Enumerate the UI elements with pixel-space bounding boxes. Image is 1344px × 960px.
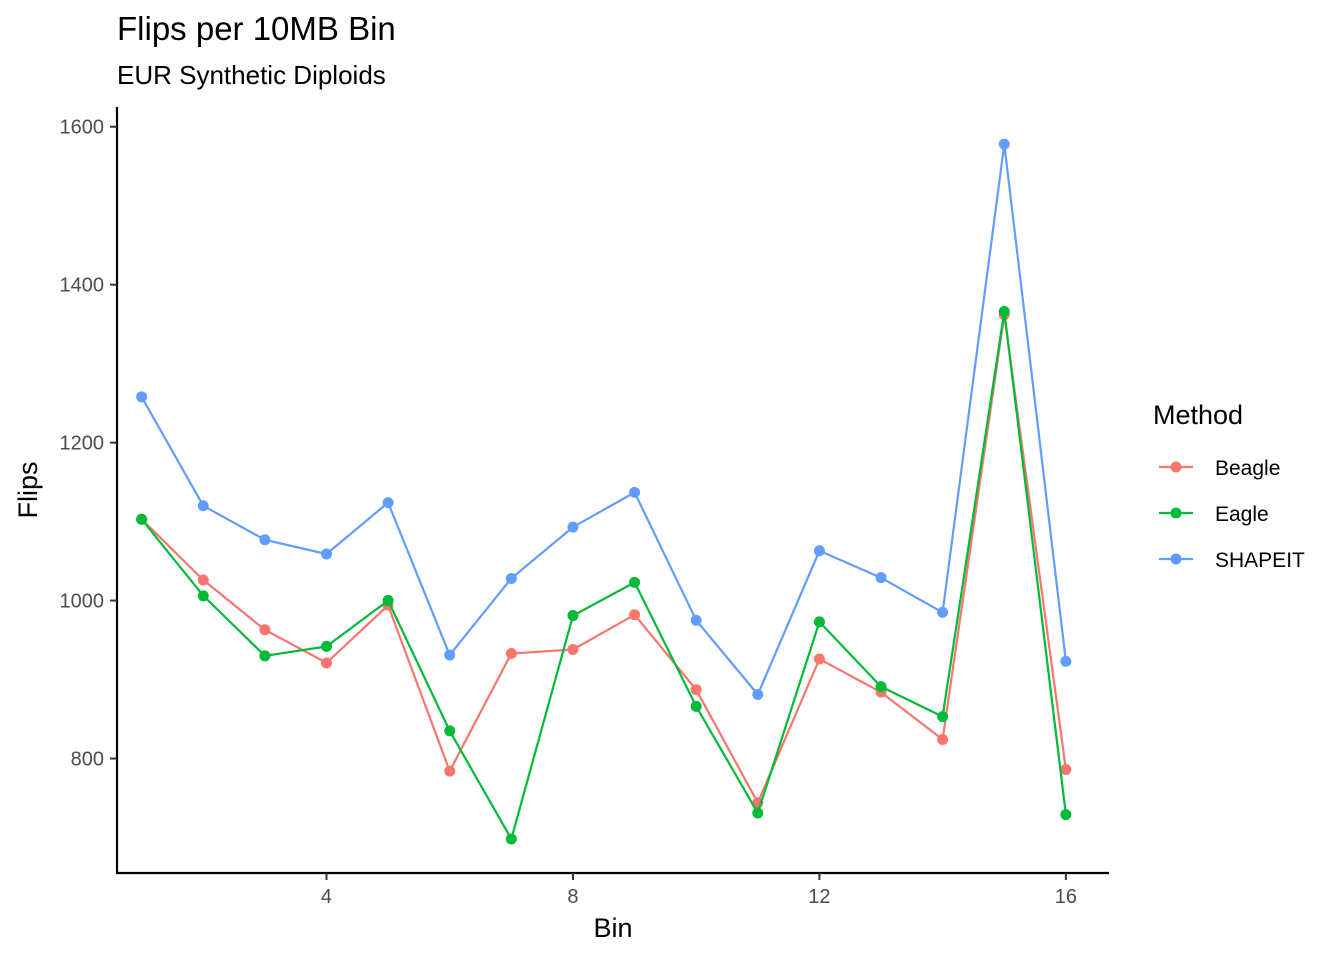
legend-key-point bbox=[1170, 553, 1182, 565]
y-tick-label: 1200 bbox=[60, 433, 105, 455]
data-point-eagle bbox=[1060, 809, 1072, 821]
data-point-shapeit bbox=[875, 572, 887, 584]
x-tick-label: 4 bbox=[321, 886, 332, 908]
data-point-shapeit bbox=[505, 572, 517, 584]
chart-subtitle: EUR Synthetic Diploids bbox=[117, 60, 386, 90]
chart-title: Flips per 10MB Bin bbox=[117, 10, 396, 47]
data-point-eagle bbox=[136, 513, 148, 525]
legend: Method Beagle Eagle SHAPEIT bbox=[1153, 400, 1305, 572]
data-point-eagle bbox=[567, 610, 579, 622]
y-tick-label: 1000 bbox=[60, 591, 105, 613]
legend-title: Method bbox=[1153, 400, 1243, 430]
x-tick-label: 12 bbox=[808, 886, 830, 908]
data-point-beagle bbox=[813, 653, 825, 665]
x-axis-title: Bin bbox=[593, 913, 632, 943]
series-eagle bbox=[136, 306, 1072, 845]
data-point-beagle bbox=[690, 684, 702, 696]
y-tick-label: 800 bbox=[71, 748, 104, 770]
data-point-beagle bbox=[937, 734, 949, 746]
series-line-beagle bbox=[140, 314, 1067, 806]
data-point-shapeit bbox=[197, 500, 209, 512]
data-point-shapeit bbox=[1060, 655, 1072, 667]
data-point-eagle bbox=[752, 807, 764, 819]
data-point-eagle bbox=[690, 700, 702, 712]
x-tick-label: 16 bbox=[1055, 886, 1077, 908]
data-point-shapeit bbox=[320, 548, 332, 560]
data-point-eagle bbox=[444, 725, 456, 737]
y-tick-label: 1600 bbox=[60, 117, 105, 139]
y-axis-title: Flips bbox=[13, 461, 43, 518]
legend-label: SHAPEIT bbox=[1215, 549, 1305, 572]
legend-item-eagle: Eagle bbox=[1159, 503, 1269, 526]
x-tick-label: 8 bbox=[567, 886, 578, 908]
data-point-beagle bbox=[197, 574, 209, 586]
y-axis-ticks: 800 1000 1200 1400 1600 bbox=[60, 117, 117, 770]
data-point-eagle bbox=[320, 640, 332, 652]
data-point-shapeit bbox=[259, 534, 271, 546]
y-tick-label: 1400 bbox=[60, 275, 105, 297]
data-point-eagle bbox=[629, 576, 641, 588]
data-point-eagle bbox=[875, 681, 887, 693]
data-point-shapeit bbox=[629, 486, 641, 498]
data-point-eagle bbox=[813, 616, 825, 628]
data-point-eagle bbox=[197, 590, 209, 602]
data-point-shapeit bbox=[998, 138, 1010, 150]
legend-label: Beagle bbox=[1215, 457, 1280, 480]
plot-area: 800 1000 1200 1400 1600 4 8 12 16 bbox=[60, 107, 1109, 908]
data-point-shapeit bbox=[444, 649, 456, 661]
data-point-shapeit bbox=[136, 391, 148, 403]
data-point-eagle bbox=[937, 711, 949, 723]
data-point-beagle bbox=[259, 624, 271, 636]
legend-label: Eagle bbox=[1215, 503, 1269, 526]
data-point-beagle bbox=[629, 609, 641, 621]
series-line-eagle bbox=[140, 311, 1067, 842]
data-point-shapeit bbox=[567, 521, 579, 533]
series-layer bbox=[136, 138, 1072, 845]
data-point-shapeit bbox=[382, 497, 394, 509]
data-point-eagle bbox=[998, 306, 1010, 318]
data-point-beagle bbox=[444, 765, 456, 777]
data-point-beagle bbox=[505, 647, 517, 659]
series-beagle bbox=[136, 309, 1072, 809]
legend-items: Beagle Eagle SHAPEIT bbox=[1159, 457, 1305, 572]
data-point-shapeit bbox=[690, 614, 702, 626]
data-point-beagle bbox=[567, 644, 579, 656]
data-point-beagle bbox=[1060, 764, 1072, 776]
legend-item-beagle: Beagle bbox=[1159, 457, 1280, 480]
legend-item-shapeit: SHAPEIT bbox=[1159, 549, 1305, 572]
series-line-shapeit bbox=[140, 143, 1067, 697]
data-point-eagle bbox=[505, 833, 517, 845]
data-point-eagle bbox=[382, 595, 394, 607]
legend-key-point bbox=[1170, 461, 1182, 473]
data-point-shapeit bbox=[937, 606, 949, 618]
data-point-shapeit bbox=[752, 689, 764, 701]
x-axis-ticks: 4 8 12 16 bbox=[321, 873, 1077, 908]
data-point-eagle bbox=[259, 650, 271, 662]
data-point-shapeit bbox=[813, 545, 825, 557]
data-point-beagle bbox=[320, 657, 332, 669]
legend-key-point bbox=[1170, 507, 1182, 519]
series-shapeit bbox=[136, 138, 1072, 701]
